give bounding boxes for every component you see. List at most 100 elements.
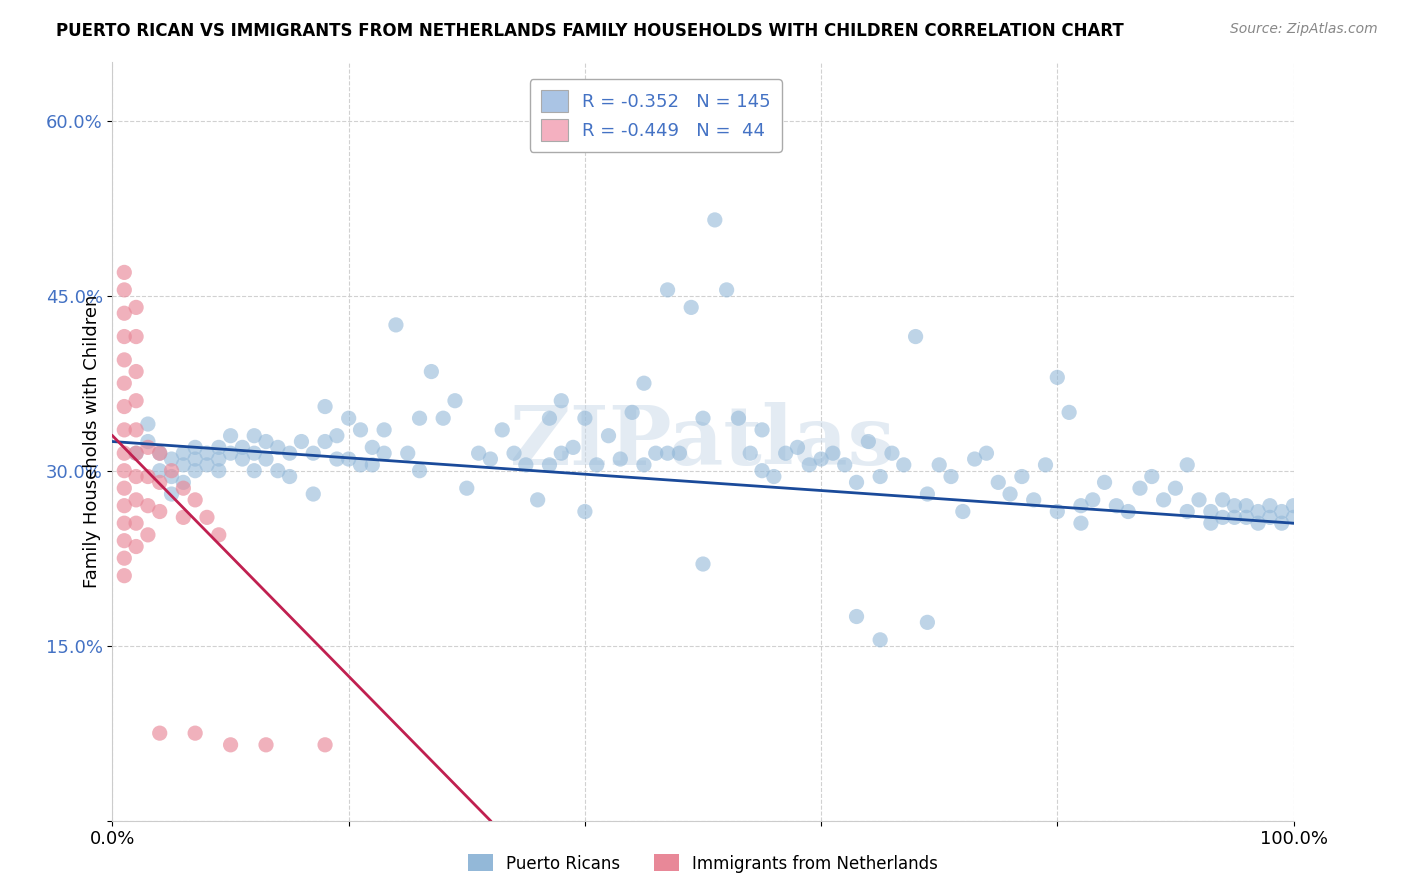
Point [904,329,927,343]
Point [172,481,194,495]
Point [456,481,478,495]
Point [491,423,513,437]
Point [314,434,336,449]
Point [1070,499,1092,513]
Point [231,452,253,467]
Point [125,446,148,460]
Point [112,283,135,297]
Point [740,446,762,460]
Point [112,306,135,320]
Point [1282,510,1305,524]
Legend: Puerto Ricans, Immigrants from Netherlands: Puerto Ricans, Immigrants from Netherlan… [461,847,945,880]
Point [716,283,738,297]
Point [184,464,207,478]
Point [112,400,135,414]
Point [385,318,408,332]
Point [633,376,655,391]
Point [149,446,172,460]
Point [160,464,183,478]
Point [112,446,135,460]
Point [112,464,135,478]
Point [644,446,666,460]
Point [834,458,856,472]
Point [1129,481,1152,495]
Point [243,464,266,478]
Point [1046,504,1069,518]
Point [845,475,868,490]
Point [1070,516,1092,531]
Point [762,469,785,483]
Point [845,609,868,624]
Point [609,452,631,467]
Point [125,365,148,379]
Point [302,446,325,460]
Point [195,510,218,524]
Point [1081,492,1104,507]
Point [467,446,489,460]
Point [1105,499,1128,513]
Point [1022,492,1045,507]
Point [963,452,986,467]
Point [976,446,998,460]
Point [1140,469,1163,483]
Point [1271,504,1294,518]
Point [444,393,467,408]
Point [112,329,135,343]
Point [125,301,148,315]
Point [1247,516,1270,531]
Point [538,458,561,472]
Text: Source: ZipAtlas.com: Source: ZipAtlas.com [1230,22,1378,37]
Point [858,434,880,449]
Point [1164,481,1187,495]
Point [1223,499,1246,513]
Point [1175,458,1198,472]
Point [373,446,395,460]
Point [585,458,607,472]
Point [786,441,808,455]
Point [917,615,939,630]
Point [349,423,371,437]
Point [1258,510,1281,524]
Point [219,738,242,752]
Point [869,469,891,483]
Point [112,551,135,566]
Point [479,452,502,467]
Point [208,464,231,478]
Point [172,446,194,460]
Legend: R = -0.352   N = 145, R = -0.449   N =  44: R = -0.352 N = 145, R = -0.449 N = 44 [530,79,782,152]
Point [160,469,183,483]
Point [633,458,655,472]
Point [243,446,266,460]
Point [869,632,891,647]
Point [149,726,172,740]
Point [136,528,159,542]
Point [538,411,561,425]
Point [692,557,714,571]
Point [775,446,797,460]
Point [184,726,207,740]
Point [810,452,832,467]
Point [361,458,384,472]
Point [893,458,915,472]
Point [314,400,336,414]
Point [172,475,194,490]
Point [727,411,749,425]
Point [326,452,349,467]
Point [302,487,325,501]
Point [243,428,266,442]
Point [125,329,148,343]
Point [184,492,207,507]
Point [751,464,773,478]
Point [1223,510,1246,524]
Point [208,452,231,467]
Point [550,393,572,408]
Point [880,446,903,460]
Point [254,452,277,467]
Point [562,441,585,455]
Point [621,405,644,419]
Point [503,446,526,460]
Point [1011,469,1033,483]
Point [112,423,135,437]
Point [149,504,172,518]
Point [420,365,443,379]
